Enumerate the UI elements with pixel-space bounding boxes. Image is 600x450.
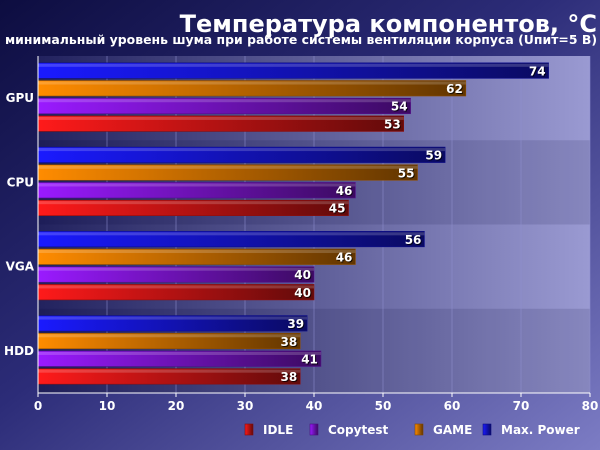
value-label-shadow: 45 — [330, 203, 347, 217]
legend: IDLE Copytest GAME Max. Power — [244, 423, 580, 437]
x-tick-label: 80 — [582, 399, 599, 413]
axis: 0 10 20 30 40 50 60 70 80 — [34, 56, 599, 413]
chart-subtitle: минимальный уровень шума при работе сист… — [5, 33, 597, 47]
x-tick-label: 0 — [34, 399, 42, 413]
legend-label: GAME — [433, 423, 472, 437]
chart-title: Температура компонентов, °С — [180, 10, 597, 38]
bar-highlight — [38, 369, 301, 373]
value-label-shadow: 55 — [399, 167, 416, 181]
value-label-shadow: 74 — [530, 65, 547, 79]
value-label-shadow: 62 — [447, 83, 464, 97]
value-label: 41 — [301, 352, 318, 366]
bar-highlight — [38, 316, 308, 320]
value-label-shadow: 59 — [426, 150, 443, 164]
value-label: 40 — [294, 268, 311, 282]
value-label: 55 — [398, 166, 415, 180]
x-tick-label: 20 — [168, 399, 185, 413]
value-label: 62 — [446, 82, 463, 96]
labels: 7474626254545353GPU5959555546464545CPU56… — [4, 64, 547, 385]
x-tick-label: 10 — [99, 399, 116, 413]
legend-swatch — [482, 423, 492, 436]
legend-label: Max. Power — [501, 423, 580, 437]
value-label: 46 — [336, 184, 353, 198]
bar-highlight — [38, 63, 549, 67]
legend-label: IDLE — [263, 423, 293, 437]
value-label-shadow: 46 — [337, 252, 354, 266]
value-label: 38 — [280, 370, 297, 384]
x-tick-label: 70 — [513, 399, 530, 413]
legend-swatch — [244, 423, 254, 436]
value-label-shadow: 41 — [302, 353, 319, 367]
value-label: 38 — [280, 335, 297, 349]
value-label: 59 — [425, 149, 442, 163]
bar-highlight — [38, 232, 425, 236]
value-label-shadow: 40 — [295, 269, 312, 283]
legend-swatch — [414, 423, 424, 436]
category-label: HDD — [4, 344, 34, 358]
value-label-shadow: 40 — [295, 287, 312, 301]
x-tick-label: 30 — [237, 399, 254, 413]
category-label: GPU — [6, 91, 34, 105]
x-tick-label: 40 — [306, 399, 323, 413]
bar-highlight — [38, 267, 314, 271]
value-label-shadow: 53 — [385, 118, 402, 132]
bar-highlight — [38, 81, 466, 85]
category-label: VGA — [6, 260, 35, 274]
value-label-shadow: 38 — [281, 336, 298, 350]
value-label-shadow: 56 — [406, 234, 423, 248]
bar-highlight — [38, 116, 404, 120]
value-label: 74 — [529, 64, 546, 78]
bar-highlight — [38, 250, 356, 254]
x-tick-label: 50 — [375, 399, 392, 413]
value-label: 54 — [391, 100, 408, 114]
value-label-shadow: 38 — [281, 371, 298, 385]
bar-highlight — [38, 201, 349, 205]
value-label: 56 — [405, 233, 422, 247]
value-label-shadow: 54 — [392, 101, 409, 115]
value-label: 40 — [294, 286, 311, 300]
x-tick-label: 60 — [444, 399, 461, 413]
bar-highlight — [38, 351, 321, 355]
value-label: 39 — [287, 317, 304, 331]
bar-highlight — [38, 183, 356, 187]
value-label-shadow: 46 — [337, 185, 354, 199]
bar-highlight — [38, 148, 446, 152]
category-label: CPU — [7, 175, 34, 189]
bar-highlight — [38, 285, 314, 289]
legend-swatch — [309, 423, 319, 436]
bar-highlight — [38, 334, 301, 338]
value-label-shadow: 39 — [288, 318, 305, 332]
bar-highlight — [38, 99, 411, 103]
value-label: 53 — [384, 117, 401, 131]
value-label: 45 — [329, 202, 346, 216]
bar-highlight — [38, 165, 418, 169]
value-label: 46 — [336, 251, 353, 265]
legend-label: Copytest — [328, 423, 388, 437]
